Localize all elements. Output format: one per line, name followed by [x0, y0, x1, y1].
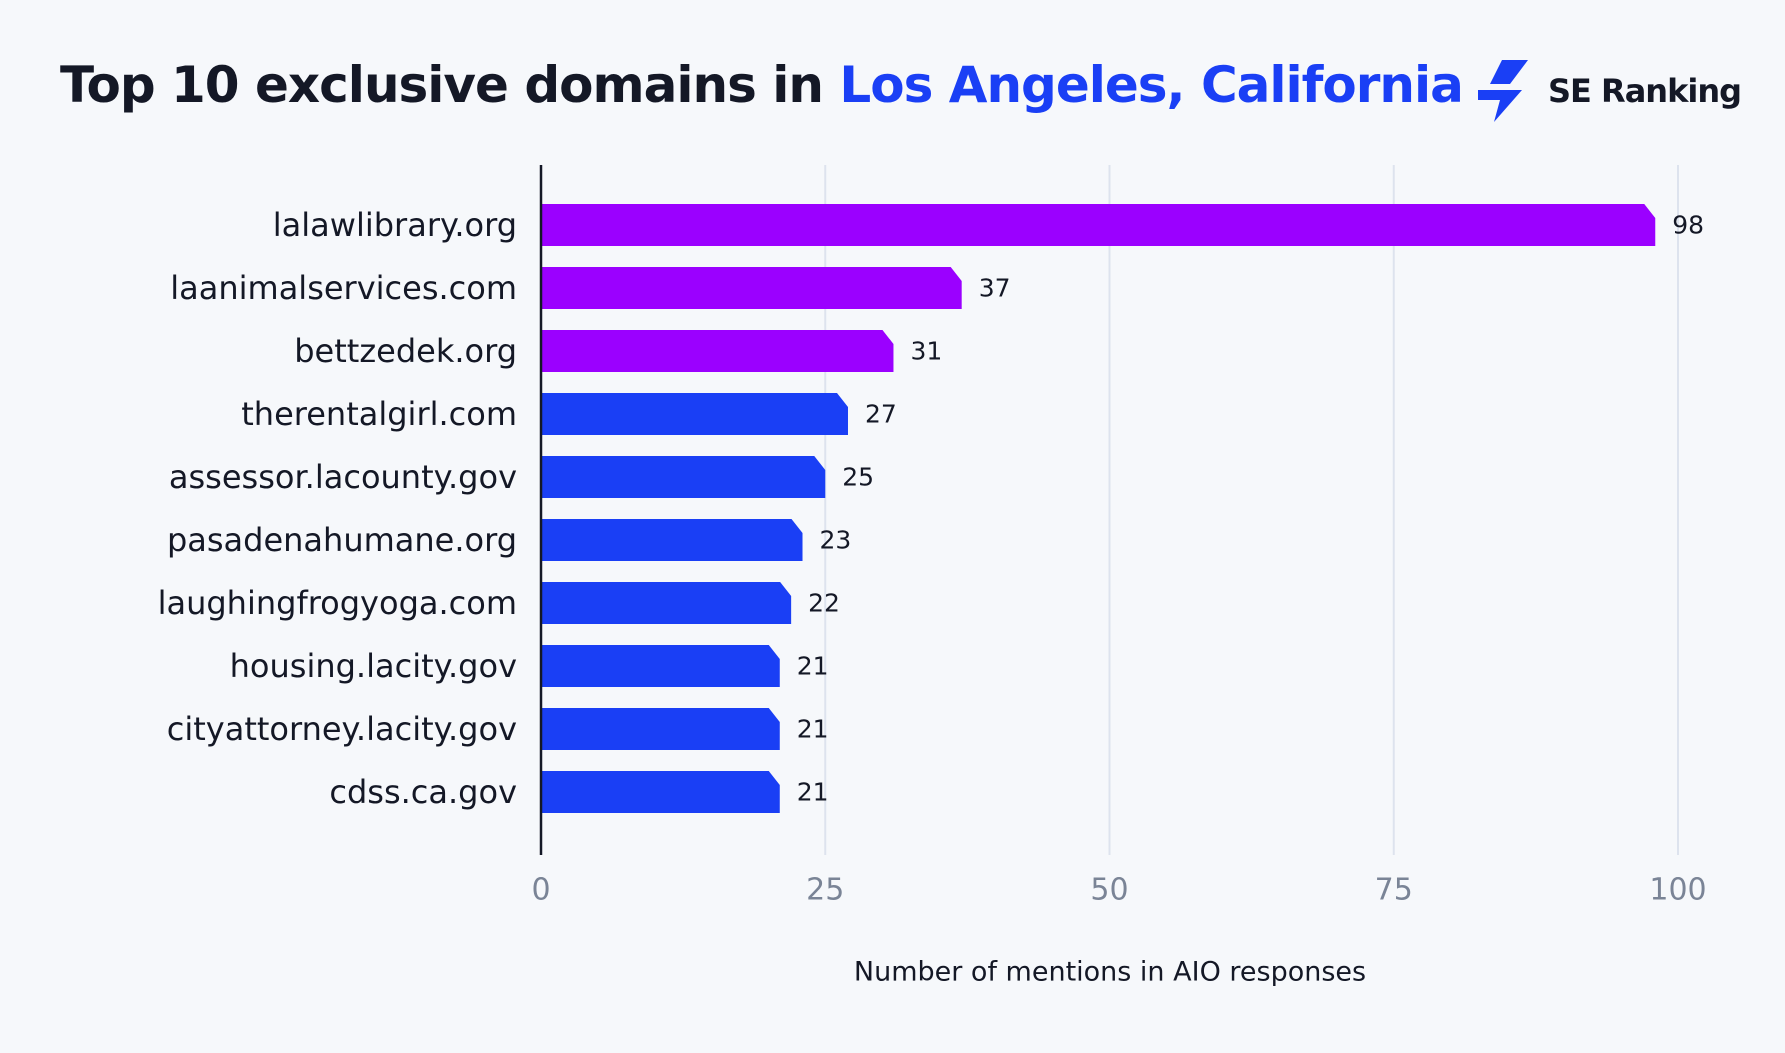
bar: [541, 582, 792, 624]
x-axis-title: Number of mentions in AIO responses: [854, 957, 1366, 988]
category-label: cityattorney.lacity.gov: [167, 710, 517, 748]
bar: [541, 330, 894, 372]
data-label: 31: [910, 337, 942, 366]
chart-title: Top 10 exclusive domains in Los Angeles,…: [60, 56, 1464, 114]
bar: [541, 267, 962, 309]
category-label: therentalgirl.com: [241, 395, 517, 433]
lightning-bolt-icon: [1478, 60, 1528, 122]
data-label: 21: [797, 778, 829, 807]
data-label: 21: [797, 652, 829, 681]
category-label: laanimalservices.com: [170, 269, 517, 307]
bar: [541, 708, 780, 750]
category-label: lalawlibrary.org: [273, 206, 517, 244]
data-label: 23: [820, 526, 852, 555]
data-label: 98: [1672, 211, 1704, 240]
category-label: bettzedek.org: [294, 332, 517, 370]
data-label: 25: [842, 463, 874, 492]
bar: [541, 204, 1656, 246]
x-tick-label: 0: [531, 873, 550, 908]
bar: [541, 771, 780, 813]
brand-logo: SE Ranking: [1478, 60, 1742, 122]
bar: [541, 456, 826, 498]
category-label: assessor.lacounty.gov: [169, 458, 517, 496]
category-label: cdss.ca.gov: [329, 773, 517, 811]
bar: [541, 645, 780, 687]
category-label: pasadenahumane.org: [167, 521, 517, 559]
x-tick-label: 25: [806, 873, 844, 908]
x-tick-label: 75: [1375, 873, 1413, 908]
category-label: housing.lacity.gov: [230, 647, 517, 685]
bar: [541, 393, 848, 435]
chart-title-location: Los Angeles, California: [839, 56, 1464, 114]
brand-name: SE Ranking: [1548, 72, 1742, 110]
bar: [541, 519, 803, 561]
chart-title-prefix: Top 10 exclusive domains in: [60, 56, 840, 114]
data-label: 22: [808, 589, 840, 618]
data-label: 21: [797, 715, 829, 744]
x-tick-label: 50: [1090, 873, 1128, 908]
data-label: 37: [979, 274, 1011, 303]
x-tick-label: 100: [1649, 873, 1706, 908]
category-label: laughingfrogyoga.com: [158, 584, 517, 622]
data-label: 27: [865, 400, 897, 429]
